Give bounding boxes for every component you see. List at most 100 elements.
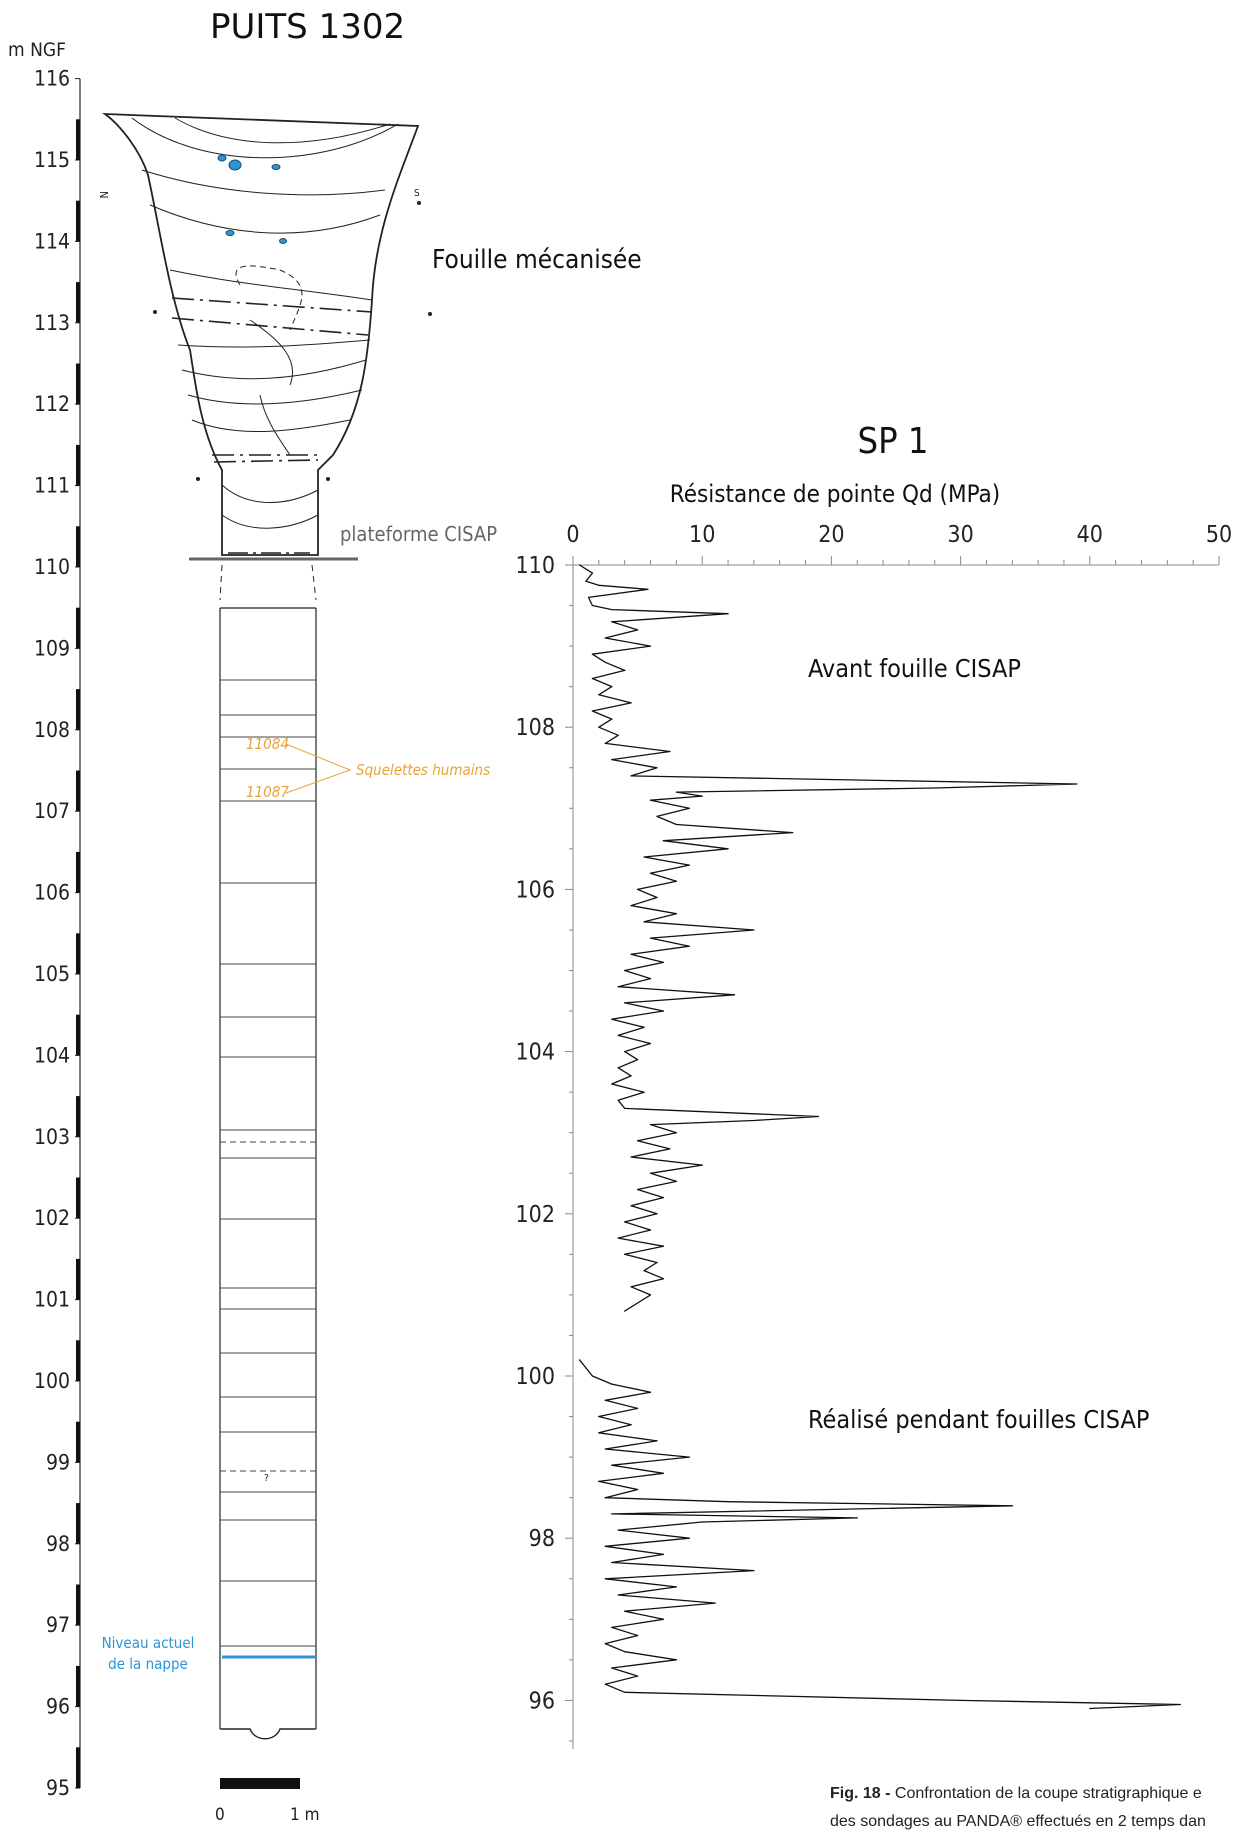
data-point-avant	[598, 694, 600, 696]
data-point-pendant	[649, 1391, 652, 1393]
axis-bar	[76, 1584, 80, 1626]
tick-label-105: 105	[34, 962, 70, 986]
south-label: S	[414, 188, 420, 199]
data-point-pendant	[637, 1488, 639, 1491]
data-point-avant	[669, 1148, 671, 1150]
tick-label-109: 109	[34, 636, 70, 660]
axis-bar	[76, 689, 80, 730]
data-point-avant	[617, 1067, 619, 1069]
axis-bar	[76, 1503, 80, 1544]
data-point-avant	[611, 759, 613, 761]
data-point-avant	[662, 1278, 665, 1280]
data-point-avant	[643, 1270, 645, 1272]
data-point-avant	[630, 1075, 632, 1077]
plateforme-label: plateforme CISAP	[340, 522, 497, 546]
data-point-avant	[817, 1115, 820, 1118]
axis-bar	[76, 933, 80, 974]
data-point-avant	[617, 1034, 619, 1036]
tick-label-102: 102	[34, 1206, 70, 1230]
data-point-pendant	[604, 1448, 606, 1450]
tick-label-108: 108	[34, 718, 70, 742]
ref-dot	[153, 310, 157, 314]
stone-icon	[217, 154, 227, 162]
y-tick-label-106: 106	[516, 877, 556, 903]
axis-bar	[76, 607, 80, 649]
layer-line	[141, 169, 386, 196]
data-point-pendant	[624, 1610, 626, 1612]
data-point-avant	[630, 702, 632, 704]
layer-line	[171, 317, 369, 336]
scale-bar	[220, 1778, 300, 1789]
data-point-avant	[585, 580, 587, 582]
data-point-pendant	[1011, 1505, 1013, 1507]
x-tick-label-0: 0	[566, 522, 579, 548]
data-point-avant	[637, 1059, 639, 1061]
data-point-avant	[649, 937, 652, 939]
caption-fig-label: Fig. 18 -	[830, 1785, 891, 1802]
layer-line	[213, 459, 319, 463]
stone-icon	[279, 238, 287, 244]
data-point-avant	[624, 1253, 626, 1255]
data-point-avant	[656, 896, 658, 899]
tick-label-100: 100	[34, 1369, 70, 1393]
data-point-avant	[649, 1124, 652, 1126]
data-point-pendant	[675, 1659, 678, 1661]
y-tick-label-108: 108	[516, 715, 556, 741]
axis-bar	[76, 851, 80, 893]
data-point-pendant	[714, 1602, 716, 1604]
data-point-avant	[611, 718, 613, 720]
data-point-avant	[688, 864, 690, 866]
data-point-pendant	[604, 1643, 606, 1645]
tick-label-113: 113	[34, 311, 70, 335]
data-point-pendant	[637, 1634, 639, 1637]
north-icon: N	[97, 191, 110, 198]
layer-line	[191, 419, 351, 432]
skeleton-id-2: 11087	[246, 783, 289, 801]
data-point-pendant	[701, 1521, 703, 1523]
annotation-avant: Avant fouille CISAP	[808, 654, 1021, 683]
well-bottom	[220, 1728, 316, 1740]
water-label-1: Niveau actuel	[102, 1634, 195, 1652]
caption-text-2: des sondages au PANDA® effectués en 2 te…	[830, 1813, 1206, 1830]
data-point-avant	[591, 572, 594, 574]
data-point-avant	[656, 1213, 658, 1215]
data-point-avant	[604, 661, 606, 663]
data-point-pendant	[611, 1626, 613, 1628]
tick-label-107: 107	[34, 799, 70, 823]
stone-icon	[228, 159, 242, 171]
tick-label-103: 103	[34, 1125, 70, 1149]
skeleton-pointer	[285, 743, 352, 794]
axis-bar	[76, 1014, 80, 1056]
data-point-avant	[637, 888, 639, 891]
fouille-label: Fouille mécanisée	[432, 245, 642, 275]
chart-title: SP 1	[858, 421, 929, 462]
data-point-avant	[675, 791, 678, 793]
ref-dot	[417, 201, 421, 205]
data-point-avant	[624, 969, 626, 972]
data-point-avant	[624, 1107, 626, 1109]
data-point-pendant	[637, 1675, 639, 1677]
figure-caption: Fig. 18 - Confrontation de la coupe stra…	[830, 1780, 1246, 1836]
y-tick-label-100: 100	[516, 1364, 556, 1390]
caption-text-1: Confrontation de la coupe stratigraphiqu…	[894, 1785, 1202, 1802]
scale-label-0: 0	[215, 1805, 225, 1825]
y-tick-label-102: 102	[516, 1202, 556, 1228]
well-profile-upper	[102, 112, 420, 556]
data-point-avant	[792, 832, 794, 834]
data-point-avant	[591, 677, 594, 680]
data-point-pendant	[598, 1415, 600, 1418]
data-point-avant	[604, 637, 606, 639]
data-point-avant	[753, 1119, 755, 1122]
data-point-pendant	[611, 1464, 613, 1466]
data-point-pendant	[630, 1424, 632, 1426]
data-point-pendant	[611, 1667, 613, 1669]
x-axis-label: Résistance de pointe Qd (MPa)	[670, 480, 1000, 508]
data-point-avant	[617, 1099, 619, 1101]
data-point-pendant	[960, 1699, 962, 1701]
scale-label-1: 1 m	[290, 1805, 319, 1825]
data-point-avant	[656, 767, 658, 769]
data-point-avant	[637, 1140, 639, 1142]
data-point-avant	[637, 1188, 639, 1191]
data-point-pendant	[617, 1529, 619, 1531]
data-point-pendant	[604, 1399, 606, 1401]
